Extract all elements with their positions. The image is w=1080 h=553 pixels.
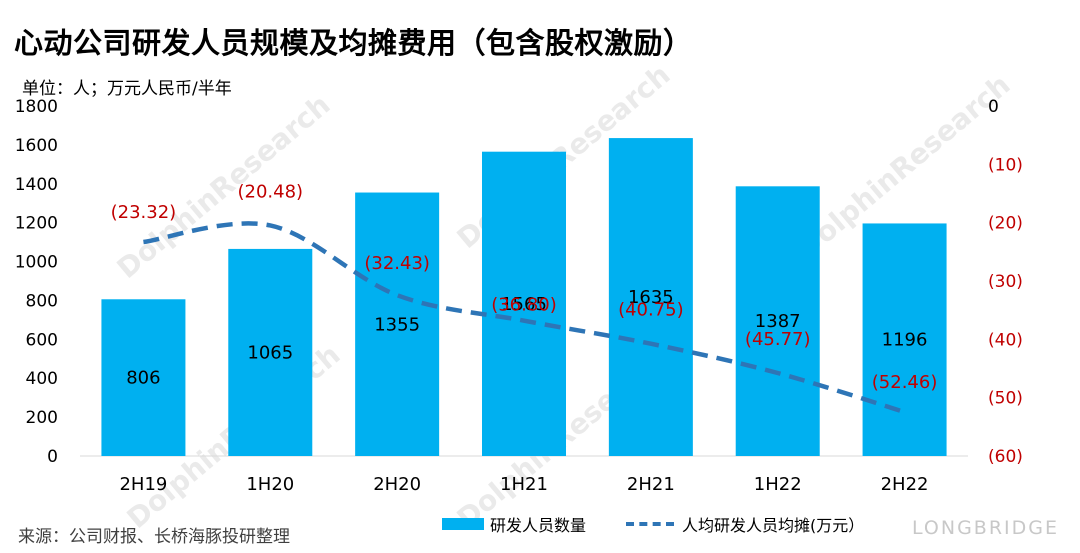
line-value-label: (40.75)	[618, 300, 684, 321]
line-data-labels: (23.32) (20.48) (32.43) (36.80) (40.75) (45.7…	[111, 181, 938, 393]
x-axis-labels: 2H19 1H20 2H20 1H21 2H21 1H22 2H22	[119, 474, 928, 495]
bar-value-label: 1065	[247, 342, 293, 363]
right-tick-label: (10)	[988, 155, 1023, 175]
x-tick-label: 2H20	[373, 474, 421, 495]
left-tick-label: 1200	[15, 214, 58, 234]
bar	[355, 192, 440, 456]
left-tick-label: 400	[26, 369, 58, 389]
line-series	[143, 221, 906, 415]
right-tick-label: (20)	[988, 214, 1023, 234]
right-tick-label: (50)	[988, 389, 1023, 409]
legend-bar-label: 研发人员数量	[490, 516, 587, 535]
legend-line-label: 人均研发人员均摊(万元）	[682, 516, 865, 535]
left-tick-label: 600	[26, 330, 58, 350]
line-value-label: (36.80)	[491, 295, 557, 316]
left-tick-label: 1800	[15, 97, 58, 117]
bar-value-label: 1565	[501, 294, 547, 315]
bar-value-label: 1196	[882, 330, 928, 351]
x-tick-label: 1H21	[500, 474, 548, 495]
unit-label: 单位：人；万元人民币/半年	[22, 79, 232, 99]
source-note: 来源：公司财报、长桥海豚投研整理	[18, 527, 290, 547]
right-axis: 0 (10) (20) (30) (40) (50) (60)	[988, 97, 1023, 467]
bar-value-label: 1387	[755, 311, 801, 332]
x-tick-label: 2H21	[627, 474, 675, 495]
chart-title: 心动公司研发人员规模及均摊费用（包含股权激励）	[14, 26, 693, 60]
line-value-label: (45.77)	[745, 329, 811, 350]
bar	[482, 151, 566, 456]
legend-bar-swatch	[442, 518, 484, 530]
x-tick-label: 2H19	[119, 474, 167, 495]
right-tick-label: (40)	[988, 330, 1023, 350]
left-tick-label: 1400	[15, 175, 58, 195]
left-tick-label: 1000	[15, 253, 58, 273]
legend-bar: 研发人员数量	[442, 512, 586, 536]
left-tick-label: 0	[47, 447, 58, 467]
right-tick-label: 0	[988, 97, 999, 117]
bar	[101, 299, 186, 456]
bar	[608, 138, 693, 457]
line-value-label: (23.32)	[111, 202, 177, 223]
line-value-label: (32.43)	[364, 253, 430, 274]
bar	[735, 186, 820, 457]
right-tick-label: (60)	[988, 447, 1023, 467]
bar-value-label: 1635	[628, 287, 674, 308]
line-value-label: (20.48)	[237, 181, 303, 202]
bar-value-label: 1355	[374, 314, 420, 335]
x-tick-label: 1H20	[246, 474, 294, 495]
brand-logo-text: LONGBRIDGE	[912, 517, 1059, 539]
bar	[862, 223, 947, 456]
bar	[228, 248, 313, 456]
line-value-label: (52.46)	[872, 372, 938, 393]
legend-line-swatch	[626, 522, 674, 526]
left-tick-label: 1600	[15, 136, 58, 156]
bar-value-label: 806	[126, 368, 160, 389]
left-axis: 0 200 400 600 800 1000 1200 1400 1600 1800	[15, 97, 58, 467]
left-tick-label: 800	[26, 291, 58, 311]
bar-data-labels: 806 1065 1355 1565 1635 1387 1196	[126, 287, 927, 389]
x-tick-label: 2H22	[881, 474, 929, 495]
legend-line: 人均研发人员均摊(万元）	[626, 512, 864, 536]
x-tick-label: 1H22	[754, 474, 802, 495]
left-tick-label: 200	[26, 408, 58, 428]
right-tick-label: (30)	[988, 272, 1023, 292]
bar-series	[101, 138, 947, 457]
